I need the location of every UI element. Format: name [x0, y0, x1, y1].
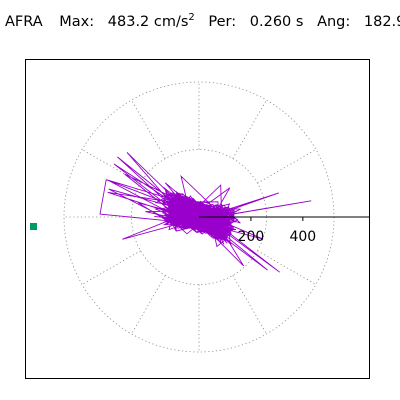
max-value-number: 483.2 cm/s	[107, 14, 189, 30]
grid-spoke-210	[81, 250, 141, 285]
angle-value: 182.9	[363, 14, 400, 30]
period-value: 0.260 s	[249, 14, 304, 30]
grid-spoke-120	[131, 99, 166, 159]
radial-tick-label-400: 400	[289, 229, 316, 245]
motion-trace	[99, 152, 312, 273]
grid-spoke-300	[232, 275, 267, 335]
grid-spoke-330	[257, 250, 317, 285]
angle-label: Ang:	[317, 14, 351, 30]
max-value: 483.2 cm/s2	[107, 12, 195, 30]
max-value-exponent: 2	[188, 12, 195, 23]
grid-spoke-60	[232, 99, 267, 159]
period-label: Per:	[208, 14, 237, 30]
chart-title: AFRA Max: 483.2 cm/s2 Per: 0.260 s Ang: …	[5, 12, 400, 30]
station-code: AFRA	[5, 14, 43, 30]
start-marker	[30, 223, 37, 230]
plot-frame	[25, 59, 370, 379]
grid-spoke-240	[131, 275, 166, 335]
radial-tick-labels: 200 400	[238, 217, 316, 245]
radial-tick-label-200: 200	[238, 229, 265, 245]
max-label: Max:	[59, 14, 95, 30]
grid-spoke-30	[257, 149, 317, 184]
